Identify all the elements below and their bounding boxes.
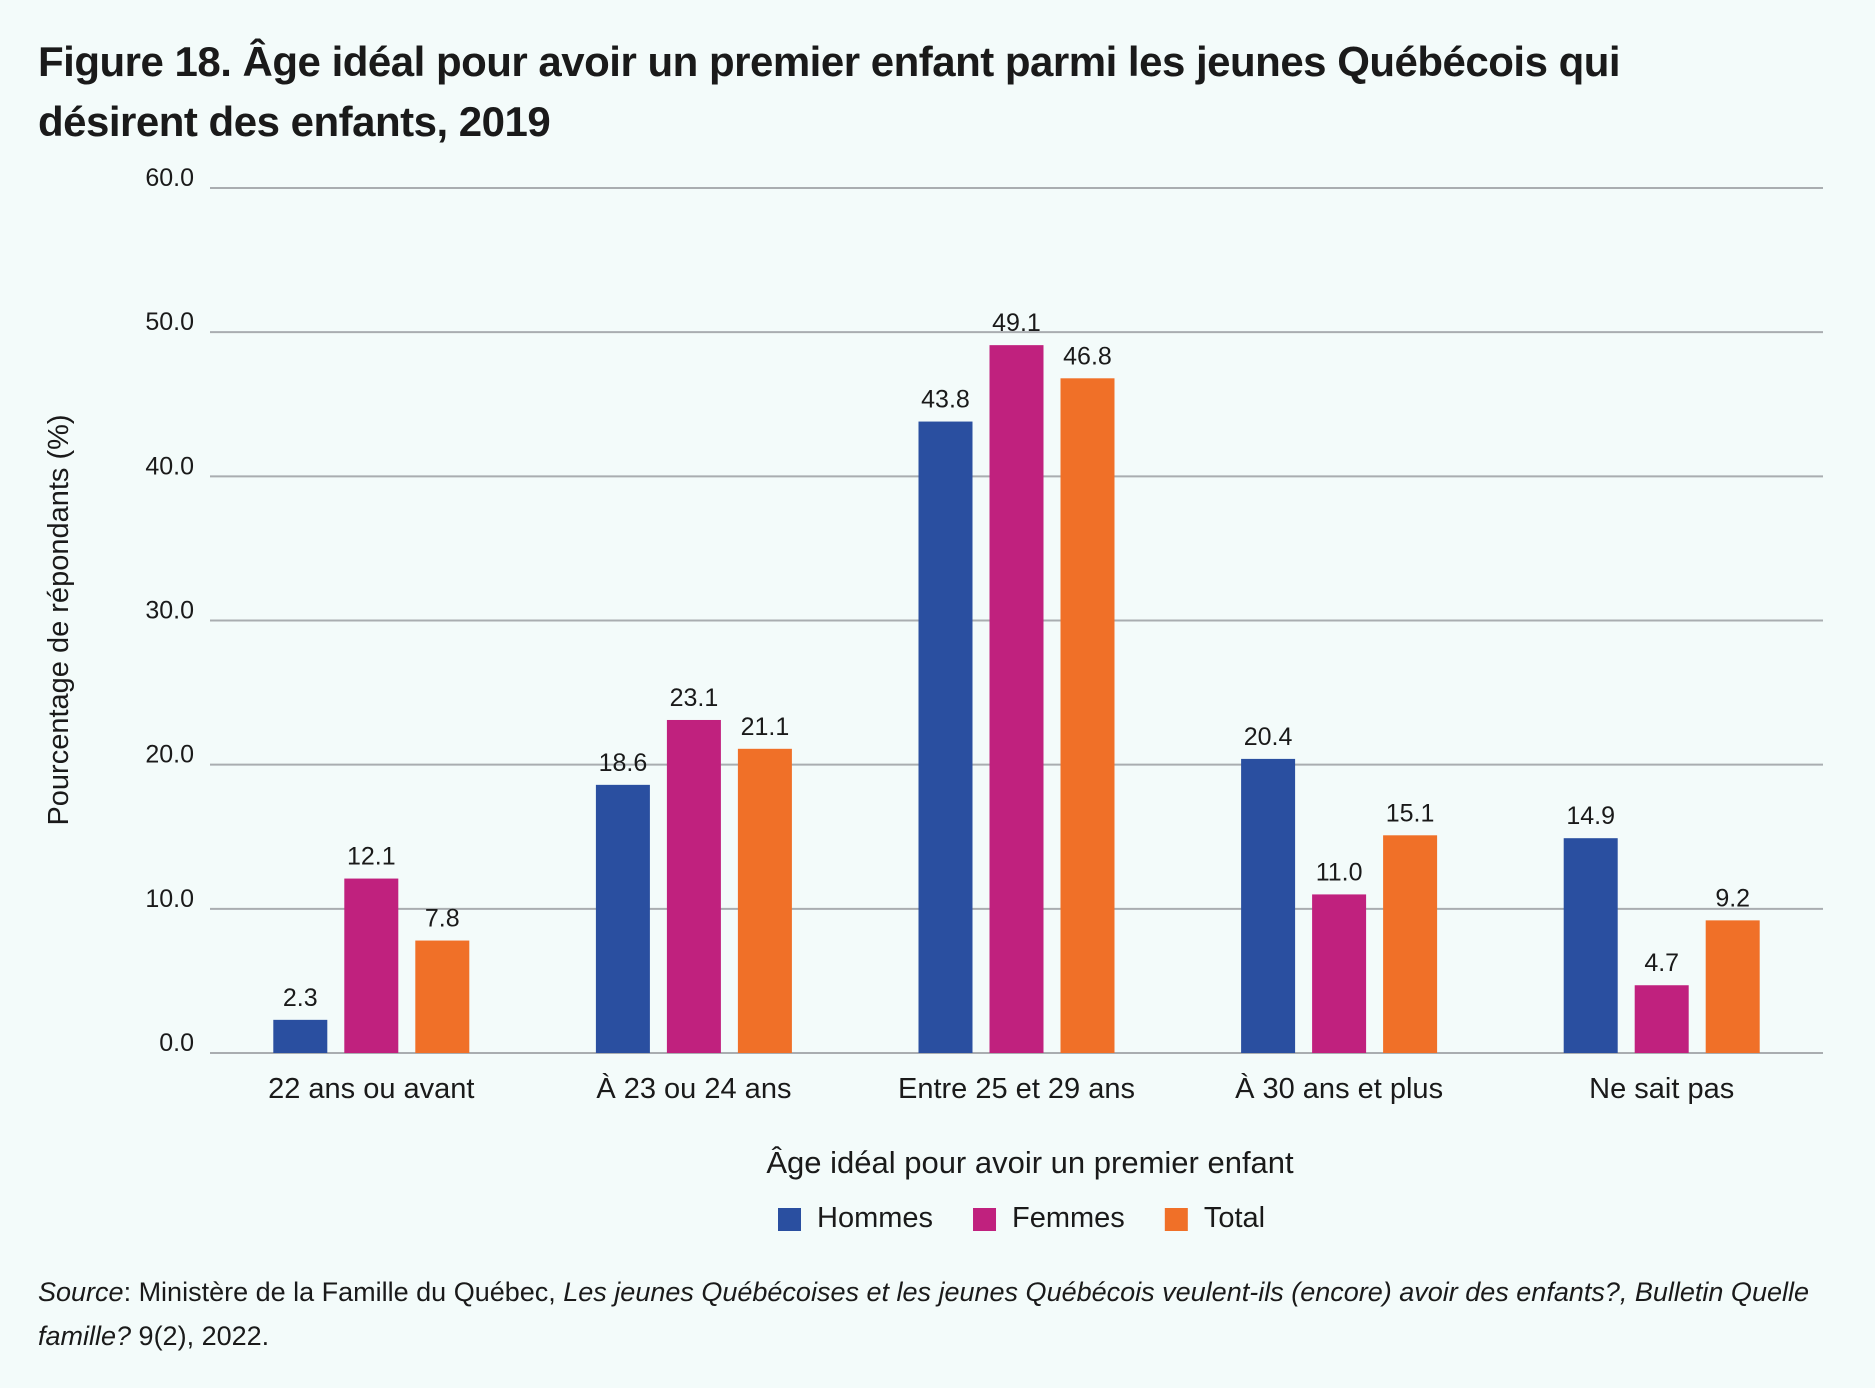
data-label: 43.8 [921,386,970,414]
bar-hommes [918,421,973,1053]
y-tick-label: 40.0 [145,452,194,480]
bar-total [1705,920,1760,1053]
bar-total [1060,378,1115,1053]
bar-total [1383,835,1438,1053]
data-label: 23.1 [670,684,719,712]
chart-title: Figure 18. Âge idéal pour avoir un premi… [38,38,1621,145]
source-text-3: 9(2), 2022. [131,1321,270,1351]
bar-femmes [1312,894,1367,1053]
bar-femmes [989,345,1044,1053]
bars [273,345,1760,1053]
bar-femmes [1634,985,1689,1053]
data-labels: 2.3 12.1 7.8 18.6 23.1 21.1 43.8 49.1 46.8 20.4 11… [283,309,1750,1012]
source-note: Source: Ministère de la Famille du Québe… [38,1270,1848,1358]
data-label: 7.8 [425,905,460,933]
source-label: Source [38,1277,124,1307]
data-label: 14.9 [1566,802,1615,830]
data-label: 2.3 [283,984,318,1012]
source-text-2: Les jeunes Québécoises et les jeunes Qué… [38,1277,1809,1351]
bar-femmes [344,878,399,1053]
data-label: 15.1 [1386,799,1435,827]
legend-swatch-total [1164,1208,1188,1231]
bar-hommes [1563,838,1618,1053]
data-label: 21.1 [741,713,790,741]
bar-hommes [595,784,650,1053]
x-tick-label: 22 ans ou avant [268,1073,474,1105]
data-label: 46.8 [1063,342,1112,370]
bar-hommes [1241,758,1296,1053]
data-label: 11.0 [1316,858,1363,886]
y-tick-label: 60.0 [145,164,194,192]
data-label: 4.7 [1644,949,1679,977]
legend-label-femmes: Femmes [1012,1202,1125,1234]
data-label: 20.4 [1244,723,1293,751]
bar-total [737,748,792,1053]
y-tick-label: 30.0 [145,597,194,625]
y-tick-label: 0.0 [159,1029,194,1057]
y-tick-labels: 0.0 10.0 20.0 30.0 40.0 50.0 60.0 [145,164,194,1057]
x-tick-label: Entre 25 et 29 ans [898,1073,1135,1105]
legend-swatch-hommes [778,1208,801,1231]
bar-hommes [273,1019,328,1053]
y-tick-label: 50.0 [145,308,194,336]
x-tick-labels: 22 ans ou avant À 23 ou 24 ans Entre 25 et… [268,1072,1734,1105]
bar-total [415,940,470,1053]
y-tick-label: 10.0 [145,885,194,913]
data-label: 12.1 [347,843,396,871]
bar-femmes [666,719,721,1053]
x-tick-label: À 30 ans et plus [1235,1072,1443,1105]
legend-label-hommes: Hommes [817,1202,933,1234]
y-tick-label: 20.0 [145,741,194,769]
data-label: 18.6 [599,749,648,777]
legend: Hommes Femmes Total [778,1202,1265,1234]
x-tick-label: À 23 ou 24 ans [596,1072,791,1105]
source-text-1: : Ministère de la Famille du Québec, [123,1277,564,1307]
data-label: 49.1 [992,309,1041,337]
legend-label-total: Total [1204,1202,1265,1234]
x-tick-label: Ne sait pas [1589,1073,1734,1105]
x-axis-label: Âge idéal pour avoir un premier enfant [766,1145,1294,1180]
data-label: 9.2 [1715,884,1750,912]
legend-swatch-femmes [973,1208,997,1231]
y-axis-label: Pourcentage de répondants (%) [43,414,75,825]
